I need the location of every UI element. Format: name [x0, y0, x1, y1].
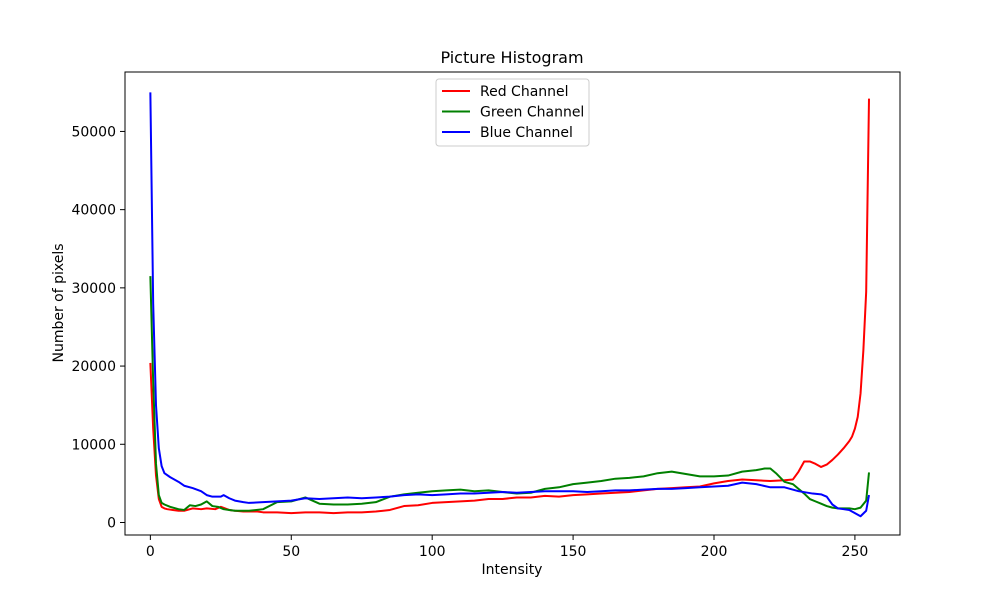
y-tick-label: 40000	[71, 203, 116, 219]
legend-box	[435, 78, 590, 147]
x-tick-label: 0	[146, 544, 155, 560]
chart-title: Picture Histogram	[440, 48, 583, 67]
legend-label: Blue Channel	[480, 125, 573, 141]
x-tick-label: 150	[560, 544, 587, 560]
x-axis-ticks: 0 50 100 150 200 250	[146, 535, 868, 560]
series-line-red	[149, 98, 870, 515]
x-tick-label: 200	[701, 544, 728, 560]
y-axis-label: Number of pixels	[51, 243, 67, 362]
y-axis-ticks: 0 10000 20000 30000 40000 50000	[71, 124, 125, 531]
legend-label: Green Channel	[480, 105, 584, 121]
legend-label: Red Channel	[480, 84, 569, 100]
x-tick-label: 250	[842, 544, 869, 560]
y-tick-label: 20000	[71, 359, 116, 375]
y-tick-label: 0	[107, 515, 116, 531]
x-tick-label: 100	[419, 544, 446, 560]
series-line-green	[149, 276, 870, 512]
x-tick-label: 50	[282, 544, 300, 560]
x-axis-label: Intensity	[482, 562, 543, 578]
y-tick-label: 10000	[71, 437, 116, 453]
legend: Red Channel Green Channel Blue Channel	[435, 78, 590, 147]
y-tick-label: 30000	[71, 281, 116, 297]
series-group	[149, 92, 870, 518]
y-tick-label: 50000	[71, 124, 116, 140]
series-line-blue	[149, 92, 870, 518]
plot-frame	[124, 71, 901, 536]
